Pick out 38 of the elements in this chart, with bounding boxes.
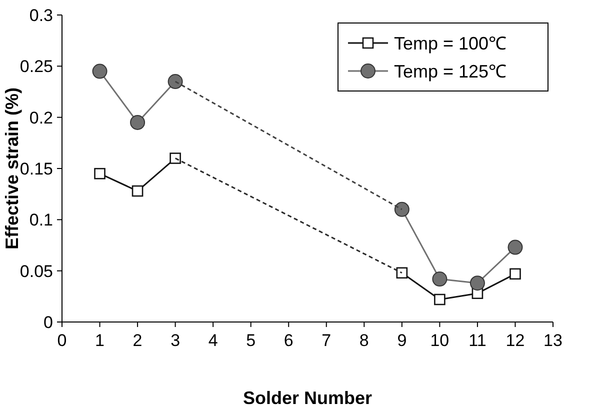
y-tick-label: 0.2: [29, 108, 53, 128]
x-tick-label: 10: [430, 331, 450, 350]
y-tick-label: 0.3: [29, 6, 53, 25]
x-tick-label: 4: [208, 331, 218, 350]
y-tick-label: 0.15: [20, 159, 53, 178]
y-tick-label: 0.05: [20, 262, 53, 281]
x-tick-label: 13: [544, 331, 562, 350]
point: [508, 240, 523, 255]
x-tick-label: 7: [322, 331, 332, 350]
point: [432, 272, 448, 287]
x-tick-label: 0: [57, 331, 67, 350]
point: [170, 152, 181, 164]
x-tick-label: 9: [397, 331, 407, 350]
point: [470, 276, 485, 291]
x-tick-label: 11: [468, 331, 486, 350]
x-axis-title: Solder Number: [242, 388, 372, 408]
point: [130, 114, 146, 130]
y-axis-title: Effective strain (%): [2, 87, 22, 250]
x-tick-label: 12: [506, 331, 525, 350]
point: [434, 294, 446, 306]
y-tick-label: 0.1: [29, 210, 53, 230]
legend-label: Temp = 100℃: [394, 33, 507, 54]
point: [92, 64, 108, 79]
legend-label: Temp = 125℃: [394, 61, 507, 82]
point: [394, 202, 410, 217]
x-tick-label: 8: [359, 331, 369, 350]
x-tick-label: 3: [170, 331, 180, 350]
x-tick-label: 6: [284, 331, 294, 350]
point: [510, 268, 521, 280]
x-tick-label: 5: [246, 331, 256, 350]
y-tick-label: 0.25: [20, 57, 53, 76]
point: [132, 185, 144, 197]
point: [396, 267, 408, 279]
x-tick-label: 1: [95, 331, 105, 350]
point: [94, 168, 106, 180]
y-tick-label: 0: [44, 312, 53, 332]
x-tick-label: 2: [132, 331, 142, 350]
point: [168, 74, 183, 90]
